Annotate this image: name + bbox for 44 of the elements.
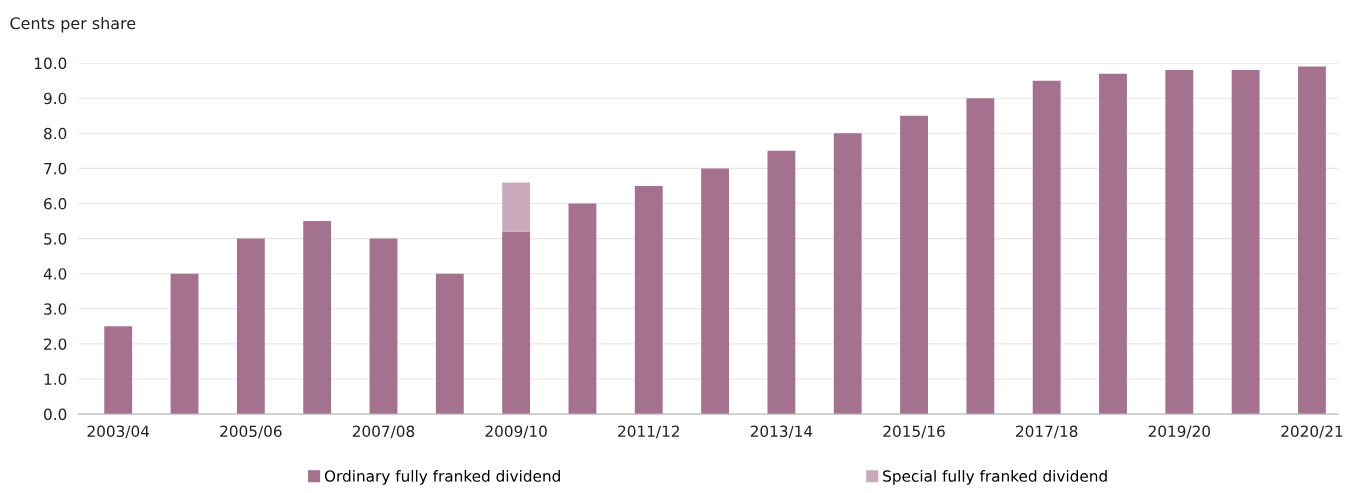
- y-tick-label: 5.0: [44, 233, 67, 245]
- bar: [236, 238, 265, 415]
- y-tick-label: 0.0: [44, 408, 67, 421]
- x-tick-label: 2007/08: [352, 425, 415, 439]
- x-tick-label: 2019/20: [1148, 425, 1211, 439]
- bar: [104, 326, 133, 415]
- bar: [502, 182, 531, 232]
- bar: [1165, 70, 1194, 415]
- bar: [767, 150, 796, 415]
- legend-label: Ordinary fully franked dividend: [324, 469, 560, 485]
- x-tick-label: 2003/04: [87, 425, 150, 439]
- y-tick-label: 9.0: [43, 92, 67, 105]
- x-tick-label: 2017/18: [1016, 425, 1078, 439]
- bar: [900, 115, 928, 415]
- bar: [435, 273, 464, 415]
- bar: [634, 185, 663, 415]
- x-tick-label: 2009/10: [485, 425, 547, 439]
- bar: [833, 133, 862, 415]
- y-tick-label: 4.0: [43, 268, 67, 280]
- y-tick-label: 2.0: [44, 338, 67, 350]
- bar: [170, 273, 199, 415]
- x-tick-label: 2005/06: [220, 425, 282, 439]
- x-tick-label: 2013/14: [750, 425, 813, 439]
- bar: [701, 168, 730, 415]
- y-axis-title: Cents per share: [10, 16, 136, 33]
- bar: [1099, 73, 1127, 415]
- y-tick-label: 7.0: [44, 162, 67, 175]
- bar: [568, 203, 597, 415]
- y-tick-label: 10.0: [34, 57, 67, 70]
- y-tick-label: 3.0: [44, 303, 67, 315]
- bar: [1298, 66, 1326, 415]
- y-tick-label: 1.0: [44, 373, 67, 386]
- bar: [369, 238, 398, 415]
- x-tick-label: 2011/12: [618, 425, 679, 439]
- y-tick-label: 8.0: [44, 127, 67, 140]
- bar: [1032, 80, 1061, 415]
- bar: [303, 221, 332, 415]
- bar: [966, 98, 995, 415]
- x-tick-label: 2015/16: [883, 425, 945, 439]
- legend-label: Special fully franked dividend: [883, 469, 1107, 485]
- bar: [502, 231, 531, 415]
- y-tick-label: 6.0: [44, 197, 67, 210]
- bar: [1231, 70, 1260, 415]
- x-tick-label: 2020/21: [1281, 425, 1343, 439]
